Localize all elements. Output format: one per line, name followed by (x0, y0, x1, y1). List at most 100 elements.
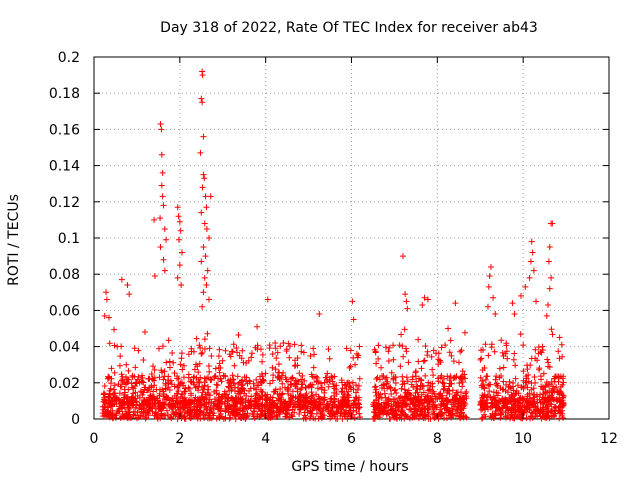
roti-point (248, 350, 255, 357)
roti-point (384, 409, 391, 416)
roti-point (163, 359, 170, 366)
roti-point (272, 345, 279, 352)
roti-point (174, 204, 181, 211)
roti-point (159, 169, 166, 176)
roti-point (543, 312, 550, 319)
roti-point (198, 95, 205, 102)
roti-point (560, 400, 567, 407)
roti-point (124, 282, 131, 289)
y-tick-label: 0.02 (49, 376, 80, 392)
roti-point (220, 372, 227, 379)
roti-point (515, 404, 522, 411)
roti-point (488, 414, 495, 421)
roti-point (523, 375, 530, 382)
roti-point (446, 349, 453, 356)
roti-point (117, 383, 124, 390)
roti-point (331, 410, 338, 417)
roti-point (208, 415, 215, 422)
roti-point (125, 400, 132, 407)
roti-point (283, 346, 290, 353)
roti-point (203, 282, 210, 289)
roti-point (478, 406, 485, 413)
roti-point (170, 411, 177, 418)
roti-point (178, 379, 185, 386)
roti-point (300, 403, 307, 410)
roti-point (279, 380, 286, 387)
roti-point (280, 340, 287, 347)
roti-point (374, 374, 381, 381)
roti-point (176, 398, 183, 405)
roti-point (215, 364, 222, 371)
roti-point (203, 394, 210, 401)
roti-point (124, 401, 131, 408)
roti-point (201, 415, 208, 422)
roti-point (422, 372, 429, 379)
roti-point (485, 352, 492, 359)
roti-point (106, 314, 113, 321)
roti-point (497, 384, 504, 391)
roti-point (324, 404, 331, 411)
roti-point (161, 368, 168, 375)
roti-point (462, 413, 469, 420)
roti-point (314, 374, 321, 381)
roti-point (376, 405, 383, 412)
roti-point (419, 400, 426, 407)
roti-point (230, 341, 237, 348)
roti-point (520, 342, 527, 349)
roti-point (130, 411, 137, 418)
roti-point (510, 415, 517, 422)
roti-point (371, 384, 378, 391)
roti-point (148, 384, 155, 391)
roti-point (202, 253, 209, 260)
roti-point (243, 374, 250, 381)
roti-point (542, 414, 549, 421)
roti-point (291, 380, 298, 387)
roti-point (157, 244, 164, 251)
roti-point (211, 396, 218, 403)
roti-point (167, 413, 174, 420)
roti-point (560, 394, 567, 401)
roti-point (478, 355, 485, 362)
roti-point (108, 375, 115, 382)
roti-point (379, 372, 386, 379)
roti-point (520, 377, 527, 384)
roti-point (195, 383, 202, 390)
roti-point (193, 335, 200, 342)
roti-point (344, 397, 351, 404)
roti-point (519, 411, 526, 418)
roti-point (327, 415, 334, 422)
roti-point (196, 379, 203, 386)
roti-point (254, 391, 261, 398)
roti-point (347, 363, 354, 370)
roti-point (328, 373, 335, 380)
roti-point (478, 384, 485, 391)
roti-point (326, 355, 333, 362)
roti-point (260, 377, 267, 384)
roti-point (331, 398, 338, 405)
roti-point (199, 72, 206, 79)
roti-point (502, 395, 509, 402)
roti-point (246, 377, 253, 384)
roti-point (490, 294, 497, 301)
roti-point (539, 385, 546, 392)
roti-point (550, 386, 557, 393)
roti-point (517, 394, 524, 401)
roti-point (415, 394, 422, 401)
roti-point (310, 397, 317, 404)
roti-point (539, 396, 546, 403)
roti-point (148, 405, 155, 412)
roti-point (103, 296, 110, 303)
roti-point (220, 415, 227, 422)
roti-point (200, 289, 207, 296)
roti-point (210, 412, 217, 419)
roti-point (230, 403, 237, 410)
roti-point (181, 394, 188, 401)
roti-point (212, 365, 219, 372)
roti-point (203, 406, 210, 413)
roti-point (528, 238, 535, 245)
roti-point (151, 382, 158, 389)
roti-point (190, 379, 197, 386)
roti-point (524, 391, 531, 398)
roti-point (282, 374, 289, 381)
roti-point (319, 400, 326, 407)
